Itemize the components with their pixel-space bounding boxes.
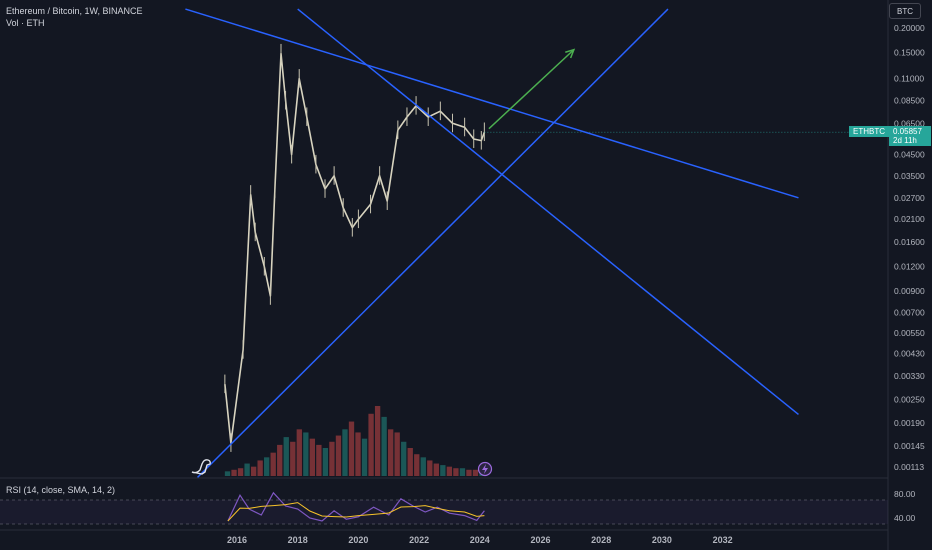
volume-bar xyxy=(250,466,257,476)
last-price-tag: ETHBTC 0.05857 2d 11h xyxy=(849,126,931,146)
time-tick-label: 2026 xyxy=(530,535,550,545)
price-tick-label: 0.04500 xyxy=(894,150,925,160)
chart-title: Ethereum / Bitcoin, 1W, BINANCE xyxy=(6,6,143,16)
rsi-line xyxy=(227,491,485,522)
rsi-ma-line xyxy=(227,502,485,522)
volume-bar xyxy=(466,469,472,476)
volume-bar xyxy=(420,457,426,476)
price-tick-label: 0.02700 xyxy=(894,193,925,203)
volume-bar xyxy=(335,435,342,476)
rsi-pane xyxy=(0,491,888,525)
volume-bar xyxy=(381,416,387,476)
volume-bar xyxy=(459,468,466,476)
dino-icon[interactable] xyxy=(190,456,216,476)
price-tick-label: 0.02100 xyxy=(894,214,925,224)
volume-bar xyxy=(387,429,394,476)
price-tick-label: 0.00330 xyxy=(894,371,925,381)
volume-bar xyxy=(394,432,400,476)
rsi-label: RSI (14, close, SMA, 14, 2) xyxy=(6,485,116,495)
price-tick-label: 0.00900 xyxy=(894,286,925,296)
price-tick-label: 0.08500 xyxy=(894,96,925,106)
time-tick-label: 2018 xyxy=(288,535,308,545)
volume-bar xyxy=(368,413,374,476)
price-tick-label: 0.01600 xyxy=(894,237,925,247)
price-series xyxy=(224,43,888,452)
volume-bar xyxy=(453,468,459,476)
price-tag-value: 0.05857 2d 11h xyxy=(889,126,931,146)
volume-bar xyxy=(277,444,283,476)
price-tick-label: 0.00550 xyxy=(894,328,925,338)
volume-bar xyxy=(290,441,296,476)
time-tick-label: 2030 xyxy=(652,535,672,545)
volume-bars xyxy=(224,406,485,476)
trendline-descending xyxy=(185,8,799,199)
time-tick-label: 2016 xyxy=(227,535,247,545)
volume-bar xyxy=(303,432,309,476)
axes: 0.20000 0.15000 0.11000 0.08500 0.06500 0.045… xyxy=(227,23,925,545)
time-tick-label: 2020 xyxy=(348,535,368,545)
lightning-icon[interactable] xyxy=(477,461,493,477)
price-tag-symbol: ETHBTC xyxy=(849,126,889,137)
price-tick-label: 0.06500 xyxy=(894,118,925,128)
volume-bar xyxy=(231,469,237,476)
price-tick-label: 0.00190 xyxy=(894,418,925,428)
volume-bar xyxy=(224,471,231,476)
grid xyxy=(0,0,889,550)
volume-bar xyxy=(355,432,361,476)
price-tick-label: 0.00113 xyxy=(894,462,924,472)
scale-button[interactable]: BTC xyxy=(889,3,921,19)
volume-bar xyxy=(401,441,407,476)
rsi-tick-label: 80.00 xyxy=(894,489,916,499)
arrow-shaft xyxy=(488,49,575,130)
volume-bar xyxy=(433,463,439,476)
volume-bar xyxy=(374,406,381,476)
time-tick-label: 2022 xyxy=(409,535,429,545)
volume-bar xyxy=(329,441,335,476)
price-tick-label: 0.15000 xyxy=(894,47,925,57)
time-tick-label: 2024 xyxy=(470,535,490,545)
volume-bar xyxy=(472,469,479,476)
price-tick-label: 0.20000 xyxy=(894,23,925,33)
volume-bar xyxy=(407,448,413,476)
volume-bar xyxy=(296,429,302,476)
volume-bar xyxy=(257,460,263,476)
volume-bar xyxy=(348,421,355,476)
price-tag-price: 0.05857 xyxy=(893,127,922,136)
time-tick-label: 2028 xyxy=(591,535,611,545)
price-tick-label: 0.11000 xyxy=(894,74,924,84)
volume-bar xyxy=(283,437,289,476)
price-line xyxy=(224,52,486,444)
volume-bar xyxy=(440,465,446,476)
price-tick-label: 0.03500 xyxy=(894,171,925,181)
price-tick-label: 0.00430 xyxy=(894,349,925,359)
volume-label: Vol · ETH xyxy=(6,18,45,28)
volume-bar xyxy=(270,452,276,476)
price-tick-label: 0.00250 xyxy=(894,395,925,405)
price-tag-countdown: 2d 11h xyxy=(893,136,917,145)
price-tick-label: 0.01200 xyxy=(894,262,925,272)
rsi-band xyxy=(0,500,888,524)
volume-bar xyxy=(237,468,244,476)
price-tick-label: 0.00700 xyxy=(894,307,925,317)
volume-bar xyxy=(361,438,368,476)
volume-bar xyxy=(427,460,433,476)
volume-bar xyxy=(322,448,329,476)
volume-bar xyxy=(316,444,322,476)
volume-bar xyxy=(244,463,250,476)
volume-bar xyxy=(264,457,270,476)
volume-bar xyxy=(342,429,348,476)
volume-bar xyxy=(414,454,420,476)
trendlines xyxy=(185,8,799,478)
trendline-support xyxy=(197,8,669,478)
volume-bar xyxy=(309,438,316,476)
price-tick-label: 0.00145 xyxy=(894,441,925,451)
trendline-steep xyxy=(297,8,799,416)
volume-bar xyxy=(446,466,453,476)
time-tick-label: 2032 xyxy=(713,535,733,545)
projection-arrow xyxy=(488,48,576,130)
rsi-tick-label: 40.00 xyxy=(894,513,916,523)
arrow-head xyxy=(565,48,576,59)
